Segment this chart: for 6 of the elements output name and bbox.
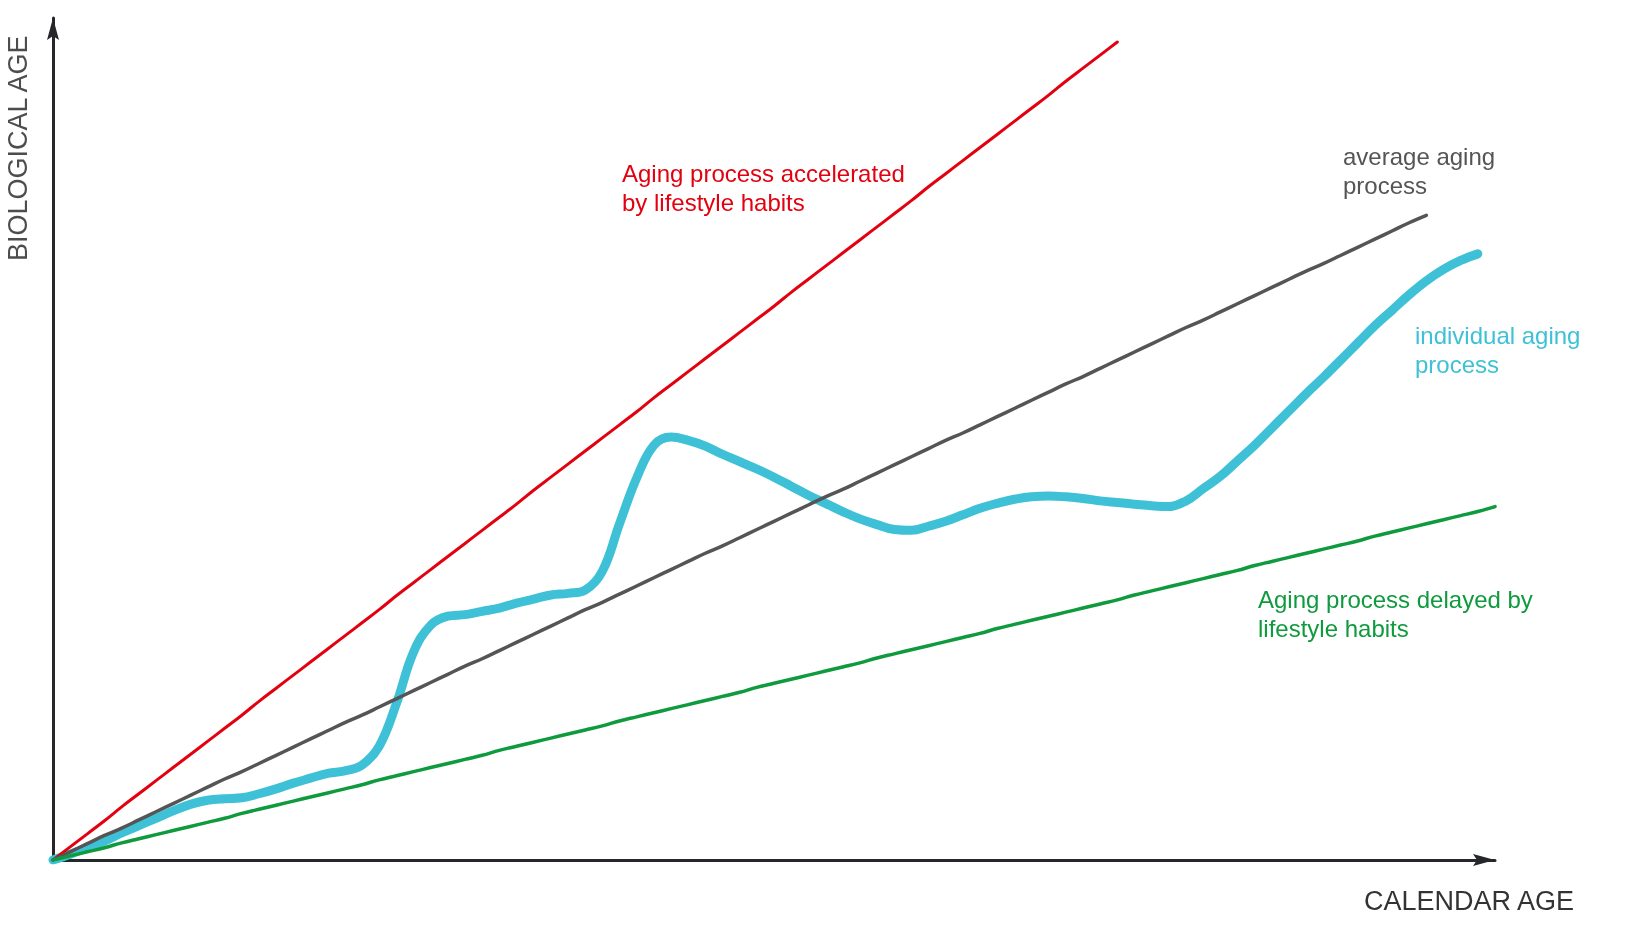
y-axis-title: BIOLOGICAL AGE [3,35,33,261]
series-label: Aging process accelerated by lifestyle habits [622,160,905,216]
x-axis-title: CALENDAR AGE [1363,886,1574,916]
series-label: average aging process [1343,143,1496,199]
series-label: individual aging process [1415,322,1581,378]
series-label: Aging process delayed by lifestyle habits [1258,586,1533,642]
